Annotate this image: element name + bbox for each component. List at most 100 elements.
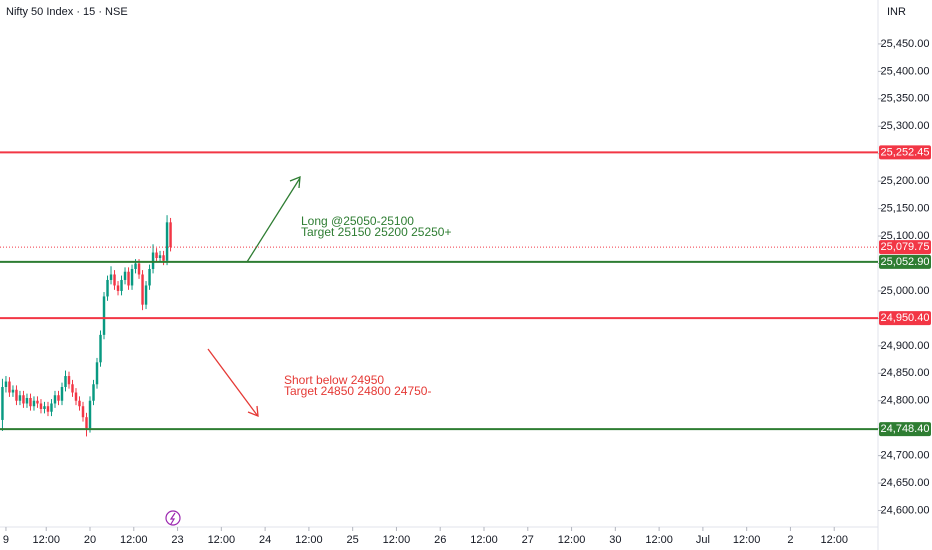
chart-title: Nifty 50 Index · 15 · NSE [6,6,128,18]
candle-body [169,222,172,248]
candle-body [165,222,169,261]
x-tick-label: 9 [3,534,9,546]
level-label: 25,052.90 [881,256,930,268]
x-tick-label: 2 [787,534,793,546]
x-tick-label: 12:00 [295,534,323,546]
candle-body [158,255,162,259]
annotation: Target 24850 24800 24750- [284,384,431,398]
candle-body [113,274,116,286]
y-tick-label: 25,000.00 [881,285,930,297]
annotation: Short below 24950 [284,373,384,387]
y-tick-label: 25,150.00 [881,203,930,215]
x-tick-label: 12:00 [558,534,586,546]
last-price-box [879,240,931,255]
x-tick-label: 20 [84,534,96,546]
level-box [879,311,931,326]
candle-body [29,397,32,407]
y-tick-label: 24,650.00 [881,477,930,489]
x-tick-label: 12:00 [208,534,236,546]
candle-body [109,274,113,280]
candle-body [8,381,11,393]
x-tick-label: 12:00 [470,534,498,546]
x-tick-label: 12:00 [645,534,673,546]
x-tick-label: 26 [434,534,446,546]
candle-body [43,406,46,409]
candle-body [60,387,64,401]
x-tick-label: 23 [171,534,183,546]
x-tick-label: Jul [696,534,710,546]
x-tick-label: 25 [347,534,359,546]
candle-body [127,271,130,286]
candle-body [116,285,120,291]
candle-body [88,400,92,429]
candle-body [11,389,15,393]
level-box [879,422,931,437]
candle-body [25,397,29,404]
candle-body [1,387,4,420]
candle-body [151,252,155,269]
y-tick-label: 25,300.00 [881,120,930,132]
candle-body [95,362,99,385]
y-tick-label: 24,700.00 [881,450,930,462]
candle-body [18,395,22,401]
candle-body [22,395,25,404]
candle-body [78,400,81,407]
x-tick-label: 12:00 [383,534,411,546]
candle-body [67,376,71,385]
x-tick-label: 24 [259,534,271,546]
candle-body [74,392,78,401]
level-box [879,254,931,269]
y-tick-label: 25,400.00 [881,65,930,77]
candle-body [81,406,85,418]
candle-body [99,334,102,363]
y-tick-label: 24,900.00 [881,340,930,352]
candle-body [4,381,8,388]
candle-body [32,400,36,407]
y-tick-label: 24,850.00 [881,367,930,379]
candle-body [92,384,95,401]
level-label: 25,252.45 [881,146,930,158]
x-tick-label: 30 [609,534,621,546]
candle-body [123,271,127,280]
candle-body [155,252,158,259]
candle-body [137,263,141,275]
x-tick-label: 12:00 [32,534,60,546]
candle-body [85,417,88,429]
candle-body [162,255,165,261]
last-price-label: 25,079.75 [881,241,930,253]
candle-body [36,400,39,404]
annotation: Target 25150 25200 25250+ [301,225,451,239]
candle-body [141,274,144,305]
long-arrow [246,176,301,263]
candle-body [106,279,109,297]
candle-body [57,395,60,401]
annotation: Long @25050-25100 [301,214,414,228]
candle-body [53,395,57,404]
x-tick-label: 12:00 [820,534,848,546]
level-box [879,145,931,160]
short-arrow [207,348,259,418]
level-label: 24,950.40 [881,312,930,324]
candle-body [64,376,67,388]
currency: INR [887,6,906,18]
candle-body [39,403,43,409]
candle-body [130,268,134,286]
candle-body [71,384,74,393]
y-tick-label: 24,800.00 [881,395,930,407]
candle-body [134,263,137,269]
alert-icon [165,510,181,526]
candle-body [15,389,18,401]
y-tick-label: 24,600.00 [881,504,930,516]
level-label: 24,748.40 [881,423,930,435]
candle-body [144,285,148,305]
y-tick-label: 25,450.00 [881,38,930,50]
candle-body [46,406,50,412]
y-tick-label: 25,100.00 [881,230,930,242]
x-tick-label: 12:00 [733,534,761,546]
y-tick-label: 25,350.00 [881,93,930,105]
candle-body [50,403,53,412]
candle-body [148,268,151,286]
candle-body [120,279,123,291]
